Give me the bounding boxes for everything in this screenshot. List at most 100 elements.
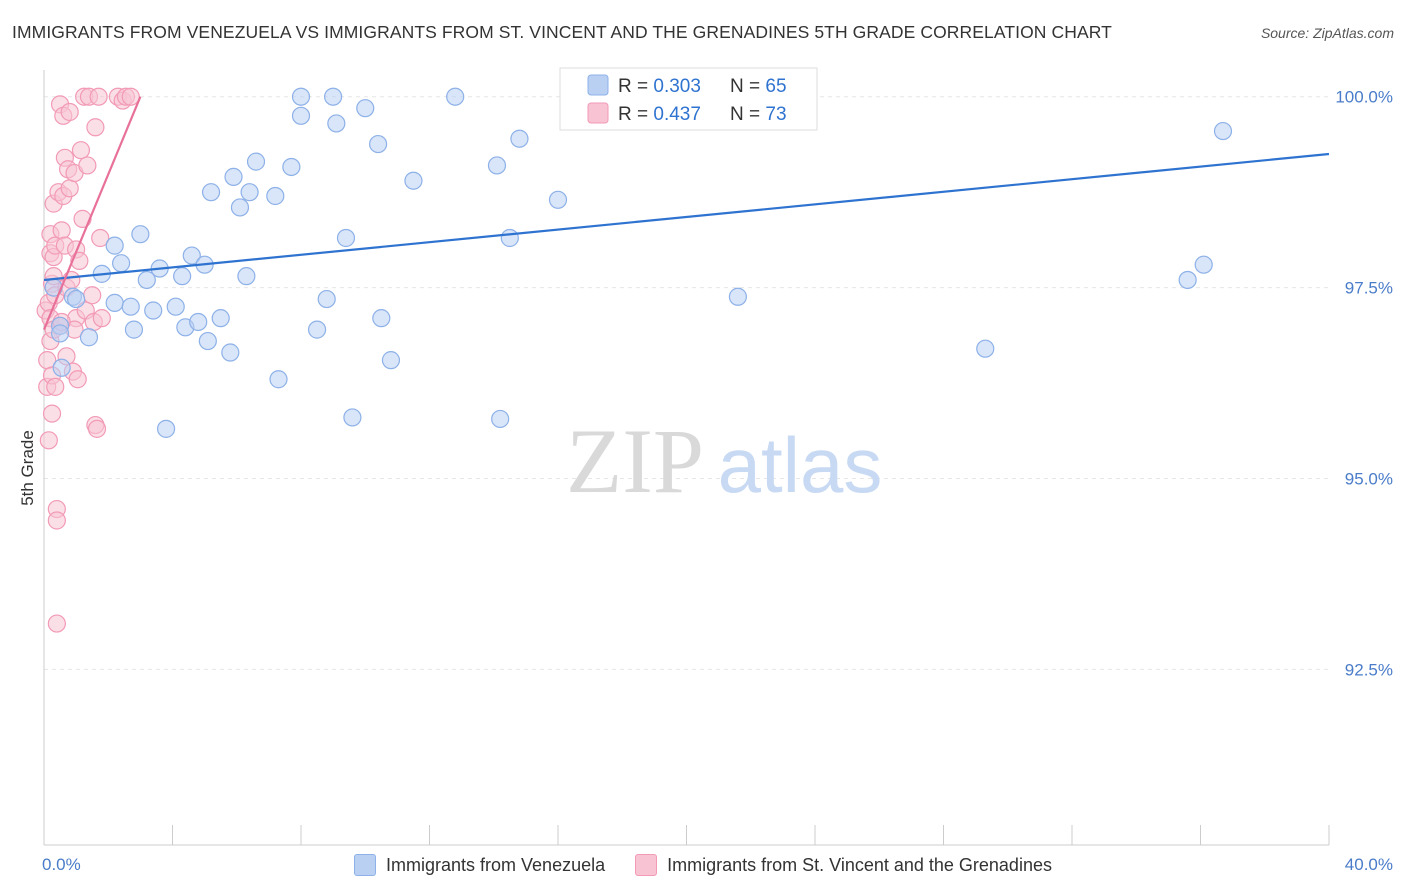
source-credit: Source: ZipAtlas.com (1260, 25, 1394, 41)
data-point-pink (71, 141, 91, 160)
data-point-blue (246, 152, 266, 171)
trend-lines (42, 96, 1330, 331)
data-point-blue (182, 246, 201, 265)
data-point-blue (79, 328, 99, 347)
data-point-blue (237, 267, 256, 286)
y-tick-label: 97.5% (1345, 279, 1393, 298)
y-axis-label: 5th Grade (18, 430, 37, 506)
data-point-pink (89, 87, 108, 106)
data-point-blue (173, 267, 192, 286)
data-point-blue (369, 134, 388, 154)
data-point-pink (86, 118, 105, 137)
legend-item-venezuela[interactable]: Immigrants from Venezuela (354, 854, 605, 876)
x-tick-label: 40.0% (1345, 855, 1393, 874)
data-point-pink (68, 370, 87, 389)
data-point-blue (137, 270, 156, 290)
y-tick-label: 95.0% (1345, 469, 1393, 488)
data-point-blue (1178, 270, 1197, 290)
data-point-blue (189, 312, 208, 332)
data-point-blue (156, 419, 176, 438)
bottom-legend: Immigrants from Venezuela Immigrants fro… (0, 852, 1406, 878)
series-st-vincent-points (36, 87, 140, 633)
data-point-blue (105, 293, 124, 312)
stats-row-pink: R = 0.437 N = 73 (618, 104, 787, 125)
y-tick-label: 92.5% (1345, 660, 1393, 679)
data-point-pink (91, 228, 110, 248)
data-point-blue (105, 236, 124, 255)
data-point-pink (92, 309, 111, 328)
legend-item-st-vincent[interactable]: Immigrants from St. Vincent and the Gren… (635, 854, 1052, 876)
data-point-blue (111, 254, 131, 273)
data-point-blue (131, 225, 150, 244)
trend-line-pink (42, 96, 142, 331)
data-point-pink (87, 419, 107, 438)
data-point-blue (728, 287, 748, 306)
tick-labels: 100.0% 97.5% 95.0% 92.5% 0.0% 40.0% (42, 88, 1393, 874)
data-point-blue (144, 301, 163, 320)
data-point-blue (446, 87, 465, 106)
data-point-blue (1194, 255, 1213, 274)
data-point-blue (1213, 121, 1233, 141)
legend-label-st-vincent: Immigrants from St. Vincent and the Gren… (667, 854, 1052, 875)
data-point-blue (50, 324, 70, 343)
data-point-pink (47, 511, 66, 530)
data-point-blue (510, 129, 529, 148)
data-point-pink (39, 431, 58, 450)
data-point-pink (78, 156, 97, 175)
data-point-blue (282, 157, 301, 177)
data-point-pink (60, 179, 79, 198)
data-point-pink (42, 404, 62, 423)
data-point-pink (73, 209, 92, 228)
data-point-blue (976, 339, 995, 358)
data-point-pink (52, 221, 71, 240)
stats-legend: R = 0.303 N = 65 R = 0.437 N = 73 (559, 67, 818, 131)
data-point-blue (404, 171, 423, 190)
data-point-pink (60, 102, 79, 122)
data-point-pink (121, 87, 140, 106)
data-point-blue (198, 331, 217, 351)
stats-swatch-pink (587, 102, 609, 124)
x-tick-label: 0.0% (42, 855, 81, 874)
data-point-pink (47, 614, 66, 633)
data-point-blue (52, 358, 71, 377)
data-point-pink (83, 286, 102, 305)
trend-line-blue (43, 152, 1330, 282)
data-point-blue (500, 228, 519, 248)
data-point-blue (224, 167, 243, 186)
axes (43, 70, 1330, 846)
data-point-blue (372, 309, 391, 328)
data-point-blue (269, 370, 288, 389)
data-point-blue (201, 183, 221, 202)
data-point-blue (266, 186, 285, 206)
y-tick-label: 100.0% (1335, 88, 1393, 107)
data-point-blue (491, 409, 510, 429)
data-point-blue (240, 183, 259, 202)
data-point-blue (230, 198, 250, 217)
watermark-zip: ZIP (566, 410, 704, 512)
data-point-blue (307, 320, 327, 339)
data-point-blue (291, 87, 311, 106)
data-point-blue (67, 289, 86, 309)
chart-title: IMMIGRANTS FROM VENEZUELA VS IMMIGRANTS … (12, 22, 1112, 42)
data-point-blue (317, 289, 336, 309)
stats-swatch-blue (587, 74, 609, 96)
data-point-blue (291, 106, 311, 125)
data-point-blue (221, 343, 240, 362)
legend-swatch-pink (635, 854, 658, 876)
data-point-pink (46, 377, 65, 396)
data-point-blue (211, 309, 230, 328)
data-point-blue (343, 408, 362, 427)
data-point-blue (121, 297, 140, 316)
watermark-atlas: atlas (718, 421, 883, 509)
data-point-blue (336, 228, 356, 248)
data-point-blue (324, 87, 343, 106)
stats-row-blue: R = 0.303 N = 65 (618, 76, 787, 97)
data-point-blue (124, 320, 144, 339)
legend-label-venezuela: Immigrants from Venezuela (386, 854, 606, 875)
data-point-blue (166, 297, 185, 316)
data-point-blue (356, 99, 375, 118)
data-point-blue (548, 190, 568, 209)
data-point-blue (381, 351, 401, 370)
data-point-blue (487, 156, 507, 175)
